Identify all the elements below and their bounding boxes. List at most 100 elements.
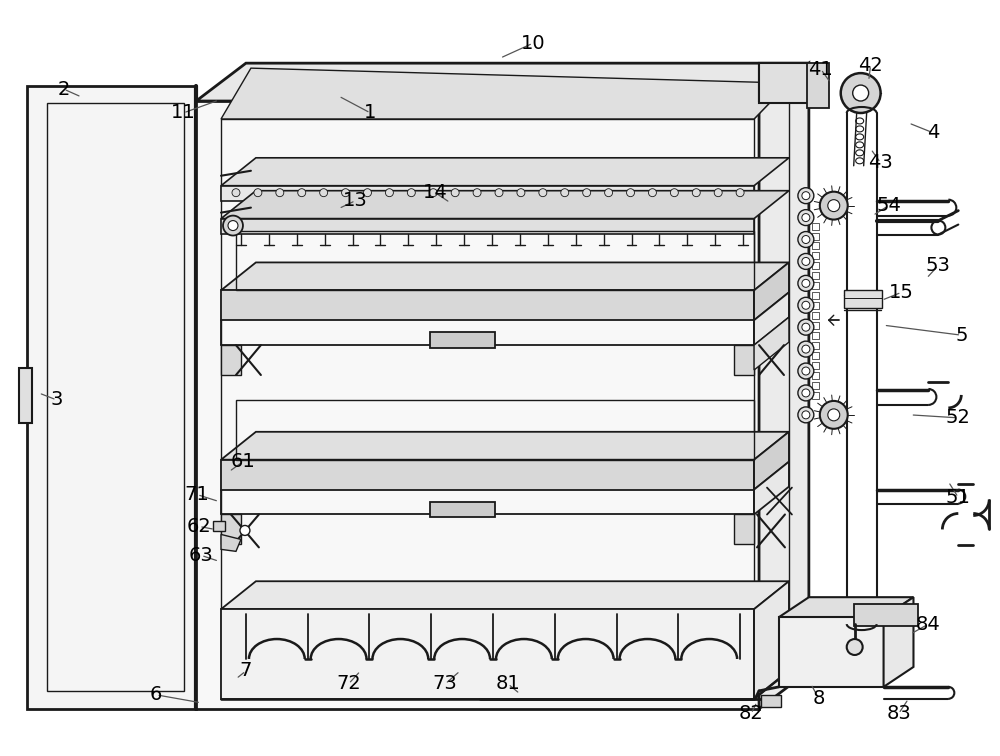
Circle shape [539,189,547,197]
Text: 10: 10 [521,34,545,53]
Text: 13: 13 [343,191,368,210]
Text: 73: 73 [433,674,458,693]
Bar [221,515,241,544]
Bar [812,372,819,379]
Bar [812,362,819,369]
Polygon shape [754,318,789,370]
Circle shape [820,192,848,219]
Circle shape [802,345,810,353]
Bar [221,186,754,200]
Circle shape [232,189,240,197]
Circle shape [798,253,814,269]
Circle shape [802,192,810,200]
Circle shape [802,214,810,222]
Circle shape [627,189,635,197]
Bar [19,368,32,423]
Bar [812,392,819,399]
Polygon shape [759,64,809,709]
Polygon shape [884,597,913,687]
Circle shape [798,363,814,379]
Bar [734,515,754,544]
Bar [812,233,819,240]
Polygon shape [221,432,789,460]
Bar [734,345,754,375]
Text: 82: 82 [739,705,763,723]
Circle shape [605,189,613,197]
Circle shape [320,189,328,197]
Text: 61: 61 [231,452,255,471]
Circle shape [385,189,393,197]
Polygon shape [221,158,789,186]
Circle shape [561,189,569,197]
Bar [213,522,225,531]
Polygon shape [221,68,789,119]
Polygon shape [754,293,789,345]
Text: 2: 2 [57,79,70,98]
Circle shape [517,189,525,197]
Bar [812,342,819,349]
Text: 54: 54 [876,196,901,215]
Bar [812,312,819,319]
Polygon shape [754,432,789,490]
Text: 11: 11 [171,104,196,122]
Bar [812,352,819,359]
Circle shape [820,401,848,429]
Polygon shape [754,262,789,321]
Polygon shape [754,462,789,515]
Circle shape [798,385,814,401]
Circle shape [473,189,481,197]
Bar [236,231,754,290]
Text: 1: 1 [364,104,377,122]
Polygon shape [221,262,789,290]
Circle shape [692,189,700,197]
Circle shape [798,187,814,203]
Bar [236,400,754,460]
Text: 83: 83 [886,705,911,723]
Polygon shape [196,64,809,101]
Polygon shape [221,534,241,551]
Text: 7: 7 [240,662,252,680]
Bar [221,345,241,375]
Circle shape [342,189,350,197]
Bar [807,64,829,108]
Bar [812,282,819,290]
Circle shape [583,189,591,197]
Bar [812,272,819,280]
Circle shape [802,389,810,397]
Text: 4: 4 [927,123,940,142]
Bar [854,604,918,626]
Bar [812,322,819,329]
Bar [430,332,495,348]
Circle shape [802,280,810,287]
Polygon shape [196,101,759,709]
Text: 71: 71 [185,485,209,504]
Text: 8: 8 [813,689,825,708]
Bar [812,262,819,269]
Text: 6: 6 [150,686,162,705]
Text: 14: 14 [423,183,448,202]
Circle shape [798,297,814,313]
Text: 81: 81 [496,674,520,693]
Circle shape [670,189,678,197]
Circle shape [798,319,814,335]
Bar [812,243,819,249]
Polygon shape [27,86,196,709]
Text: 72: 72 [336,674,361,693]
Text: 51: 51 [946,488,971,507]
Circle shape [798,209,814,225]
Circle shape [736,189,744,197]
Text: 84: 84 [916,615,941,634]
Circle shape [798,407,814,423]
Polygon shape [221,609,754,699]
Bar [812,302,819,309]
Bar [812,293,819,299]
Circle shape [828,200,840,212]
Bar [812,253,819,259]
Text: 3: 3 [50,390,63,410]
Circle shape [841,73,881,113]
Polygon shape [221,581,789,609]
Polygon shape [221,460,754,490]
Text: 5: 5 [955,326,968,345]
Circle shape [802,324,810,331]
Circle shape [802,367,810,375]
